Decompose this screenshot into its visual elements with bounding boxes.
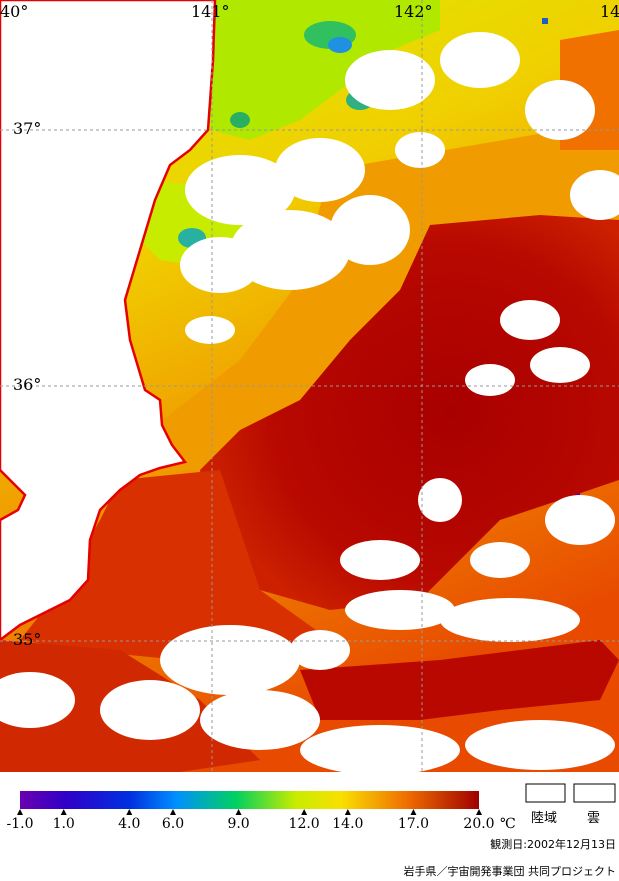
temperature-legend: -1.0 1.0 4.0 6.0 9.0 12.0 14.0 17.0 20.0 ℃ 陸域 雲 …	[7, 783, 617, 878]
scale-tick-mark	[344, 809, 351, 815]
scale-tick-label: -1.0	[7, 816, 34, 832]
cool-water-north	[210, 0, 440, 140]
cloud-key-box	[573, 783, 616, 803]
lat-label-36: 36°	[13, 375, 41, 394]
color-scale-bar	[20, 791, 479, 809]
lon-label-141: 141°	[191, 2, 230, 21]
lat-label-37: 37°	[13, 119, 41, 138]
scale-tick-label: 20.0	[463, 816, 494, 832]
scale-tick-label: 6.0	[162, 816, 184, 832]
scale-tick-mark	[301, 809, 308, 815]
scale-tick-mark	[17, 809, 23, 815]
cloud-key-label: 雲	[587, 811, 600, 826]
warm-water-south	[20, 470, 330, 660]
scale-tick-mark	[235, 809, 242, 815]
unit-label: ℃	[500, 816, 516, 832]
lon-label-140: 40°	[0, 2, 28, 21]
graticule	[0, 0, 619, 772]
land-honshu	[0, 0, 217, 642]
cloud-cover	[0, 32, 619, 772]
scale-tick-mark	[170, 809, 176, 815]
scale-tick-mark	[126, 809, 133, 815]
land-key-box	[525, 783, 566, 803]
lon-label-143: 14	[600, 2, 619, 21]
scale-tick-label: 9.0	[227, 816, 249, 832]
sea-surface-temperature-map: 40° 141° 142° 14 37° 36° 35°	[0, 0, 619, 772]
scale-tick-mark	[410, 809, 417, 815]
scale-tick-label: 4.0	[118, 816, 140, 832]
scale-tick-mark	[476, 809, 482, 815]
credit-text: 岩手県／宇宙開発事業団 共同プロジェクト	[404, 864, 617, 878]
observation-date: 観測日:2002年12月13日	[490, 837, 616, 851]
mid-temperature-band	[150, 120, 619, 470]
scale-tick-label: 1.0	[53, 816, 75, 832]
scale-tick-label: 14.0	[332, 816, 363, 832]
lon-label-142: 142°	[394, 2, 433, 21]
scale-tick-label: 12.0	[289, 816, 320, 832]
scale-tick-label: 17.0	[398, 816, 429, 832]
scale-tick-mark	[60, 809, 67, 815]
scale-ticks: -1.0 1.0 4.0 6.0 9.0 12.0 14.0 17.0 20.0	[7, 809, 495, 832]
land-key-label: 陸域	[531, 810, 557, 826]
warm-water-southeast	[300, 640, 619, 720]
lat-label-35: 35°	[13, 630, 41, 649]
